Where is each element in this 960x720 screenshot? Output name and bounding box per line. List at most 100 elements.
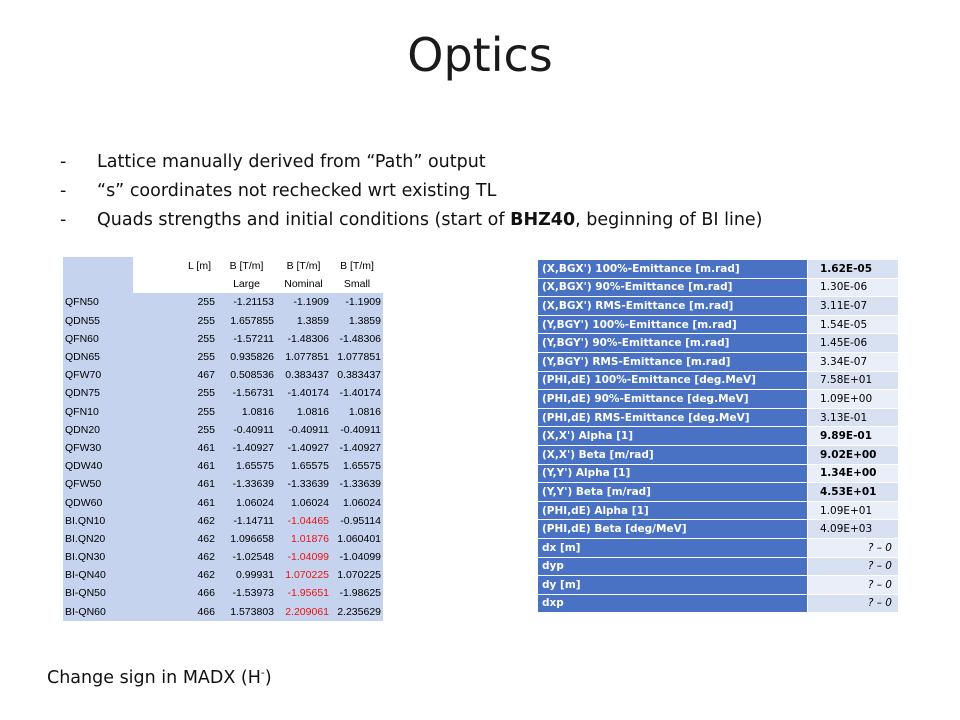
table-cell-nominal: -0.40911 <box>276 420 331 439</box>
table-row: QDN55 255 1.657855 1.3859 1.3859 <box>63 311 383 330</box>
table-cell-L: 462 <box>133 529 217 548</box>
table-cell-L: 255 <box>133 420 217 439</box>
table-cell-small: -0.40911 <box>331 420 383 439</box>
table-cell-small: -1.04099 <box>331 548 383 567</box>
table-cell-nominal: -1.40174 <box>276 384 331 403</box>
table-cell-name: BI-QN40 <box>63 566 133 585</box>
table-cell-small: 0.383437 <box>331 366 383 385</box>
parameter-label: (Y,Y') Alpha [1] <box>537 463 808 484</box>
parameter-value: 4.09E+03 <box>807 519 899 539</box>
table-cell-large: -1.56731 <box>217 384 276 403</box>
bullet-item: - Lattice manually derived from “Path” ou… <box>60 148 763 177</box>
table-cell-small: 2.235629 <box>331 602 383 621</box>
table-cell-L: 255 <box>133 402 217 421</box>
table-cell-name: QDN20 <box>63 420 133 439</box>
table-cell-large: 1.06024 <box>217 493 276 512</box>
parameter-label: dy [m] <box>537 575 808 595</box>
bullet-item: - “s” coordinates not rechecked wrt exist… <box>60 177 763 206</box>
table-cell-L: 461 <box>133 438 217 458</box>
table-cell-name: QDW60 <box>63 493 133 512</box>
table-cell-nominal: -1.95651 <box>276 584 331 603</box>
table-row: (X,X') Beta [m/rad] 9.02E+00 <box>537 444 899 465</box>
table-cell-nominal: 2.209061 <box>276 602 331 621</box>
table-cell-name: QDN55 <box>63 311 133 330</box>
quad-strength-table: L [m] B [T/m] B [T/m] B [T/m] Large Nomi… <box>63 257 383 621</box>
table-row: (Y,BGY') RMS-Emittance [m.rad] 3.34E-07 <box>537 351 899 372</box>
table-cell-L: 255 <box>133 293 217 312</box>
parameter-value: ? – 0 <box>807 556 899 577</box>
table-cell-L: 255 <box>133 311 217 330</box>
table-row: QFW30 461 -1.40927 -1.40927 -1.40927 <box>63 438 383 458</box>
table-row: QDN20 255 -0.40911 -0.40911 -0.40911 <box>63 420 383 439</box>
header-cell <box>63 257 133 276</box>
table-cell-large: -1.33639 <box>217 475 276 494</box>
table-row: dy [m]? – 0 <box>537 575 899 595</box>
table-cell-large: 1.573803 <box>217 602 276 621</box>
table-cell-large: 1.0816 <box>217 402 276 421</box>
table-cell-name: BI.QN20 <box>63 529 133 548</box>
table-cell-small: 1.060401 <box>331 529 383 548</box>
table-row: QDW40 461 1.65575 1.65575 1.65575 <box>63 457 383 476</box>
bullet-tail-text: , beginning of BI line) <box>575 210 763 230</box>
initial-conditions-table: (X,BGX') 100%-Emittance [m.rad] 1.62E-05(… <box>537 259 899 614</box>
table-header-row: L [m] B [T/m] B [T/m] B [T/m] <box>63 257 383 276</box>
table-cell-name: QDN65 <box>63 347 133 367</box>
table-cell-nominal: -1.04465 <box>276 511 331 530</box>
table-row: QDN75 255 -1.56731 -1.40174 -1.40174 <box>63 384 383 403</box>
table-cell-small: -1.48306 <box>331 329 383 348</box>
parameter-value: 4.53E+01 <box>807 482 899 502</box>
header-cell: L [m] <box>188 260 211 273</box>
table-cell-small: 1.3859 <box>331 311 383 330</box>
table-cell-L: 461 <box>133 493 217 512</box>
table-cell-L: 255 <box>133 347 217 367</box>
table-row: BI-QN60 466 1.573803 2.209061 2.235629 <box>63 602 383 621</box>
table-cell-name: QFN60 <box>63 329 133 348</box>
table-cell-L: 466 <box>133 584 217 603</box>
table-cell-large: 0.935826 <box>217 347 276 367</box>
header-cell <box>63 275 133 294</box>
table-cell-name: QDN75 <box>63 384 133 403</box>
table-row: dyp? – 0 <box>537 556 899 577</box>
parameter-label: (Y,BGY') 90%-Emittance [m.rad] <box>537 333 808 353</box>
parameter-value: ? – 0 <box>807 593 899 614</box>
header-cell: B [T/m] <box>286 260 321 273</box>
bullet-dash: - <box>60 210 67 230</box>
table-cell-L: 462 <box>133 548 217 567</box>
table-cell-L: 255 <box>133 384 217 403</box>
header-cell: Nominal <box>284 278 323 291</box>
table-cell-large: 1.096658 <box>217 529 276 548</box>
table-cell-small: 1.06024 <box>331 493 383 512</box>
parameter-label: (PHI,dE) Beta [deg/MeV] <box>537 519 808 539</box>
header-cell: B [T/m] <box>229 260 264 273</box>
table-row: (PHI,dE) RMS-Emittance [deg.MeV] 3.13E-01 <box>537 407 899 428</box>
parameter-label: (PHI,dE) Alpha [1] <box>537 500 808 521</box>
parameter-value: 3.34E-07 <box>807 351 899 372</box>
parameter-value: 1.45E-06 <box>807 333 899 353</box>
table-row: (PHI,dE) Alpha [1] 1.09E+01 <box>537 500 899 521</box>
table-row: (PHI,dE) Beta [deg/MeV] 4.09E+03 <box>537 519 899 539</box>
bullet-item: - Quads strengths and initial conditions … <box>60 206 763 235</box>
table-cell-L: 461 <box>133 457 217 476</box>
table-cell-nominal: -1.48306 <box>276 329 331 348</box>
table-cell-large: -1.02548 <box>217 548 276 567</box>
table-cell-nominal: 1.65575 <box>276 457 331 476</box>
header-cell: B [T/m] <box>340 260 374 273</box>
parameter-value: 9.89E-01 <box>807 426 899 446</box>
table-cell-small: 1.070225 <box>331 566 383 585</box>
table-cell-large: 0.508536 <box>217 366 276 385</box>
table-row: (Y,Y') Beta [m/rad] 4.53E+01 <box>537 482 899 502</box>
bullet-list: - Lattice manually derived from “Path” ou… <box>60 148 763 235</box>
table-row: BI.QN20 462 1.096658 1.01876 1.060401 <box>63 529 383 548</box>
parameter-value: 1.34E+00 <box>807 463 899 484</box>
table-cell-name: QFW70 <box>63 366 133 385</box>
parameter-label: (Y,Y') Beta [m/rad] <box>537 482 808 502</box>
table-row: BI.QN30 462 -1.02548 -1.04099 -1.04099 <box>63 548 383 567</box>
table-cell-nominal: -1.40927 <box>276 438 331 458</box>
table-cell-nominal: 1.077851 <box>276 347 331 367</box>
bullet-text: Lattice manually derived from “Path” out… <box>97 152 486 172</box>
parameter-value: 3.13E-01 <box>807 407 899 428</box>
table-cell-L: 255 <box>133 329 217 348</box>
parameter-label: (X,X') Beta [m/rad] <box>537 444 808 465</box>
table-cell-name: QFN50 <box>63 293 133 312</box>
table-row: QFN10 255 1.0816 1.0816 1.0816 <box>63 402 383 421</box>
